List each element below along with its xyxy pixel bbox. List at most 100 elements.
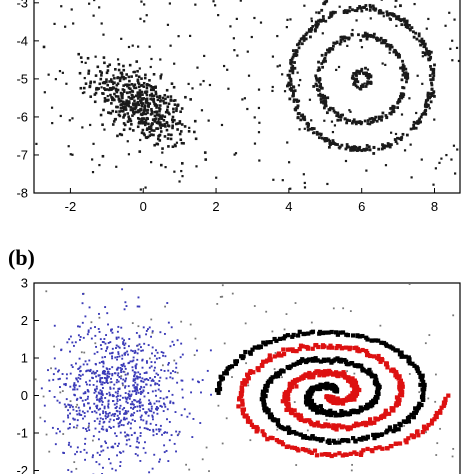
cluster-point [111,347,114,350]
noise-point [403,424,406,427]
spiral-black-point [277,336,283,341]
ring-point [399,136,403,140]
spiral-black-point [264,383,269,389]
ring-point [363,71,367,75]
ring-point [398,55,401,59]
noise-point [363,82,366,85]
noise-point [222,64,226,68]
noise-point [152,86,155,89]
ring-point [356,148,360,152]
spiral-black-point [263,394,268,399]
cluster-point [141,97,145,101]
cluster-point [82,417,84,420]
spiral-black-point [375,389,381,394]
cluster-point [125,443,128,446]
spiral-black-point [275,374,281,379]
noise-point [332,307,335,310]
ring-point [330,13,334,17]
spiral-red-point [438,408,443,414]
spiral-black-point [272,418,277,423]
noise-point [349,310,352,313]
cluster-point [101,381,104,384]
noise-point [194,3,197,6]
cluster-point [167,133,170,136]
cluster-point [144,112,148,116]
cluster-point [158,104,162,107]
ring-point [335,40,339,44]
panel-a: -3-4-5-6-7-8 -2 0 2 4 6 8 [16,0,461,214]
ring-point [317,19,320,23]
noise-point [61,390,64,392]
cluster-point [63,452,65,454]
spiral-black-point [359,363,364,368]
cluster-point [98,399,101,402]
cluster-point [144,119,148,122]
cluster-point [136,405,139,408]
spiral-black-point [304,359,309,365]
cluster-point [190,391,193,394]
cluster-point [88,383,91,386]
cluster-point [152,94,156,98]
noise-point [293,401,296,403]
spiral-black-point [373,338,378,343]
cluster-point [105,334,108,337]
noise-point [319,92,322,95]
ring-point [372,32,376,36]
spiral-black-point [342,410,348,415]
spiral-black-point [332,410,338,415]
cluster-point [111,445,114,448]
spiral-red-point [333,452,338,457]
cluster-point [173,442,176,445]
spiral-black-point [318,359,324,364]
cluster-point [125,411,128,414]
cluster-point [145,427,148,430]
noise-point [250,35,253,39]
cluster-point [137,85,141,89]
noise-point [384,164,388,167]
noise-point [153,119,157,122]
cluster-point [148,79,151,82]
noise-point [315,11,318,14]
cluster-point [124,108,128,111]
ring-point [381,144,385,148]
noise-point [394,5,397,8]
noise-point [439,427,441,430]
cluster-point [98,70,102,73]
cluster-point [129,360,132,363]
ring-point [386,142,390,145]
cluster-point [155,406,158,408]
spiral-black-point [318,383,324,388]
cluster-point [78,71,82,75]
cluster-point [113,383,116,386]
cluster-point [109,352,111,355]
ring-point [355,69,359,73]
x-tick-label: 4 [285,199,292,214]
spiral-red-point [354,451,359,457]
ring-point [292,89,296,93]
cluster-point [104,440,107,443]
cluster-point [94,371,97,374]
spiral-black-point [310,358,315,363]
ring-point [368,73,371,77]
cluster-point [102,365,105,368]
cluster-point [142,112,146,116]
ring-point [378,11,382,15]
cluster-point [150,361,153,364]
cluster-point [124,367,127,370]
spiral-black-point [313,356,318,361]
cluster-point [102,410,105,413]
noise-point [43,91,46,94]
cluster-point [121,100,125,104]
cluster-point [181,379,184,382]
cluster-point [87,426,90,429]
noise-point [247,74,251,77]
ring-point [365,37,369,41]
ring-point [418,117,422,121]
cluster-point [178,120,182,123]
noise-point [220,123,224,127]
noise-point [273,368,276,370]
cluster-point [144,412,147,415]
ring-point [293,52,297,56]
cluster-point [144,101,148,104]
cluster-point [152,97,156,101]
